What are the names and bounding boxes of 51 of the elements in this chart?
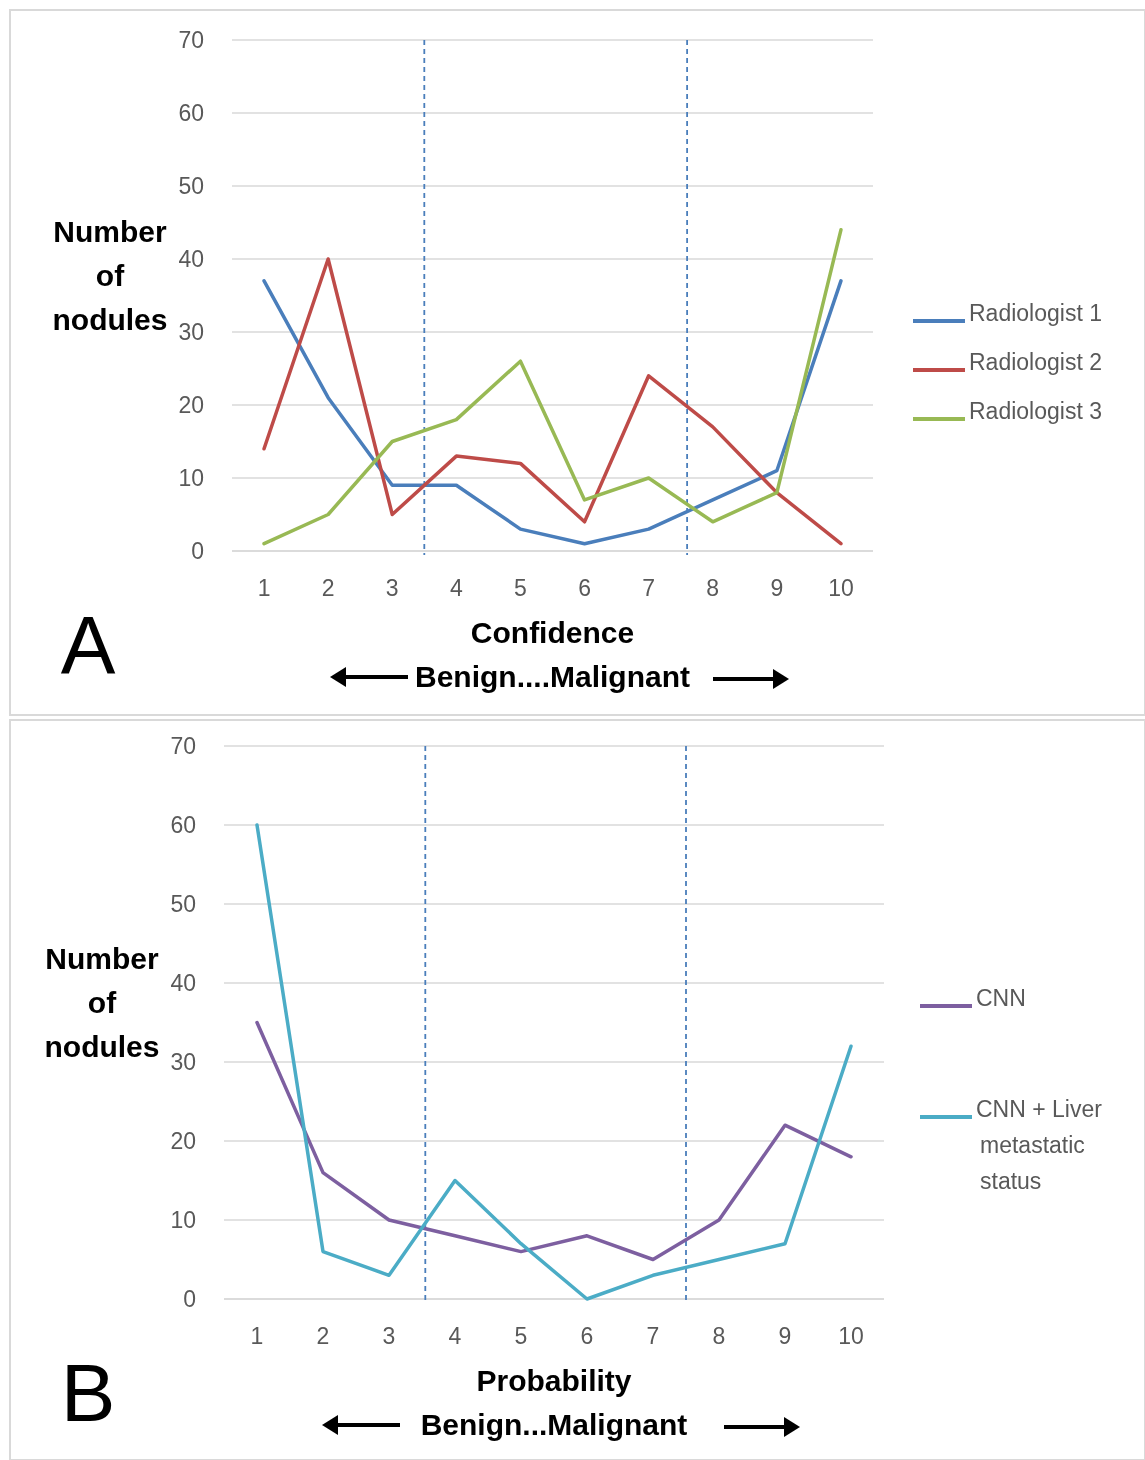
y-tick-label: 60 — [178, 100, 204, 127]
y-tick-label: 50 — [178, 173, 204, 200]
y-tick-label: 60 — [170, 812, 196, 839]
legend-label: Radiologist 3 — [969, 398, 1102, 424]
text: Benign....Malignant — [415, 660, 690, 693]
x-tick-label: 9 — [770, 575, 784, 601]
x-tick-label: 3 — [385, 575, 399, 601]
y-tick-label: 50 — [170, 891, 196, 918]
x-tick-label: 3 — [382, 1323, 396, 1349]
x-axis-title: Confidence — [470, 616, 635, 649]
x-tick-label: 7 — [642, 575, 656, 601]
x-tick-label: 9 — [778, 1323, 792, 1349]
x-tick-label: 10 — [828, 575, 854, 601]
x-tick-label: 6 — [578, 575, 591, 601]
legend-label: Radiologist 2 — [969, 349, 1102, 375]
y-tick-label: 40 — [170, 970, 196, 997]
legend-label: CNN + Liver metastatic status — [976, 1096, 1103, 1194]
x-tick-label: 4 — [449, 575, 463, 601]
y-tick-label: 40 — [178, 246, 204, 273]
y-tick-label: 20 — [170, 1128, 196, 1155]
x-tick-label: 4 — [448, 1323, 462, 1349]
legend-label: CNN — [976, 985, 1026, 1011]
x-tick-label: 8 — [706, 575, 720, 601]
y-axis-title: Number of nodules — [52, 214, 168, 336]
text: B — [60, 1347, 116, 1438]
x-tick-label: 2 — [316, 1323, 330, 1349]
x-tick-label: 8 — [712, 1323, 726, 1349]
text: A — [60, 599, 116, 690]
line-series — [255, 823, 853, 1301]
y-tick-label: 0 — [183, 1286, 196, 1313]
y-tick-label: 10 — [170, 1207, 196, 1234]
y-tick-label: 70 — [170, 733, 196, 760]
x-tick-label: 5 — [514, 1323, 528, 1349]
y-tick-label: 20 — [178, 392, 204, 419]
x-tick-label: 5 — [514, 575, 527, 601]
x-axis-title: Probability — [476, 1364, 632, 1397]
legend-label: Radiologist 1 — [969, 300, 1102, 326]
y-tick-label: 10 — [178, 465, 204, 492]
x-tick-label: 1 — [257, 575, 271, 601]
line-series — [255, 1020, 853, 1262]
x-tick-label: 10 — [838, 1323, 864, 1349]
y-tick-label: 30 — [170, 1049, 196, 1076]
x-tick-label: 1 — [250, 1323, 264, 1349]
text: Benign...Malignant — [420, 1408, 688, 1441]
y-tick-label: 30 — [178, 319, 204, 346]
x-tick-label: 7 — [646, 1323, 660, 1349]
y-tick-label: 70 — [178, 27, 204, 54]
y-axis-title: Number of nodules — [44, 941, 160, 1063]
x-tick-label: 2 — [321, 575, 335, 601]
y-tick-label: 0 — [191, 538, 204, 565]
x-tick-label: 6 — [580, 1323, 594, 1349]
